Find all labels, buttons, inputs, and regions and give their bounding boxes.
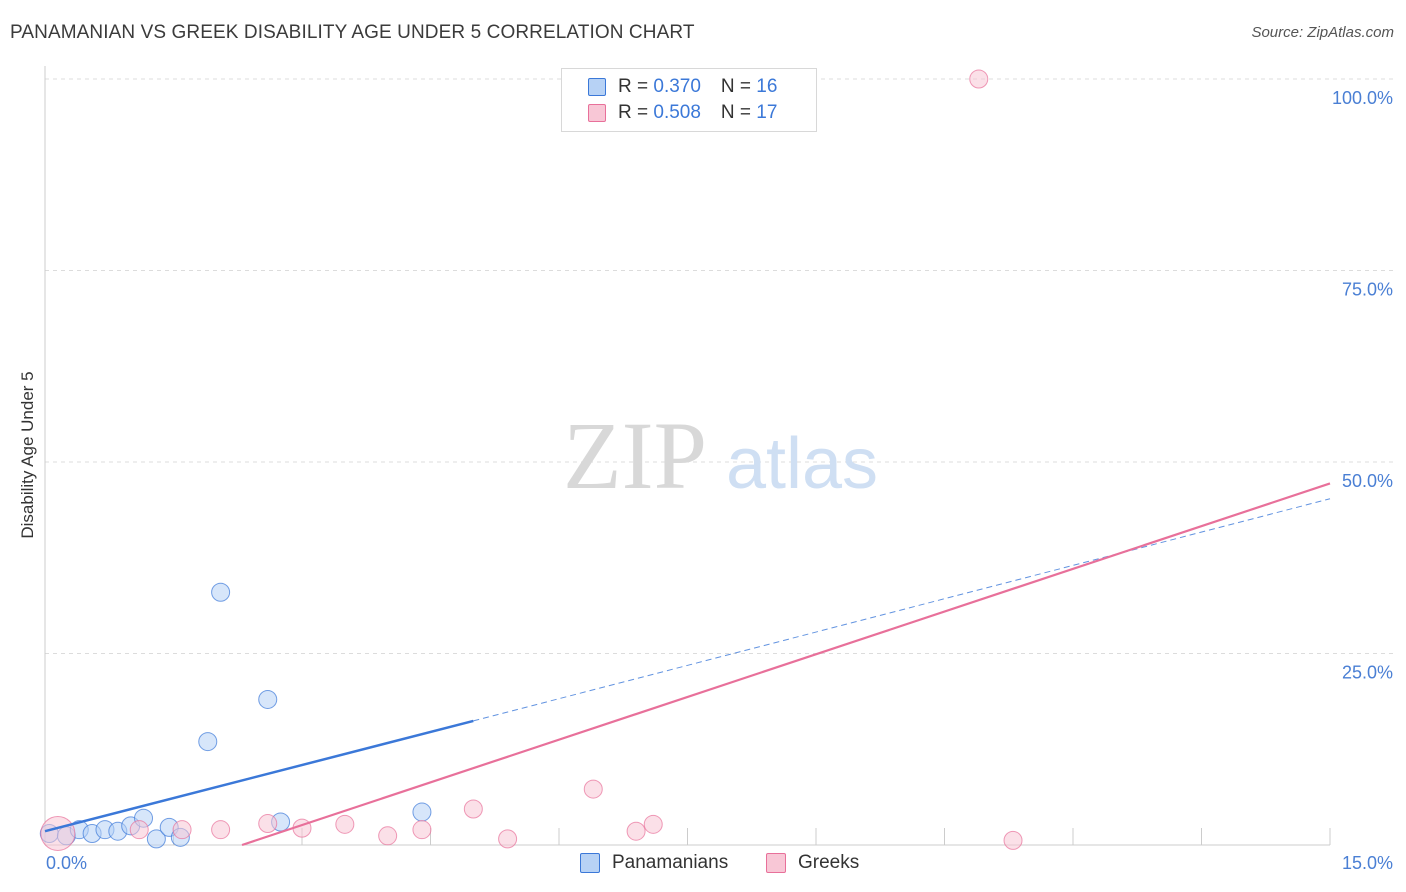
legend-label: Greeks [798, 852, 860, 873]
x-tick-label: 15.0% [1342, 853, 1393, 873]
greek-point [378, 826, 398, 846]
panamanian-point [412, 802, 432, 822]
panamanian-point [211, 582, 231, 602]
stats-legend-row-panamanians: R = 0.370 N = 16 [588, 75, 777, 99]
greek-point [412, 820, 432, 840]
greek-point [258, 814, 278, 834]
watermark: ZIP atlas [563, 402, 878, 509]
stats-legend: R = 0.370 N = 16 R = 0.508 N = 17 [561, 68, 817, 132]
source-label: Source: ZipAtlas.com [1251, 24, 1394, 41]
chart-title: PANAMANIAN VS GREEK DISABILITY AGE UNDER… [10, 22, 695, 43]
trend-lines [44, 482, 1331, 847]
n-label: N = [720, 102, 757, 123]
r-value: 0.370 [653, 76, 701, 97]
legend-label: Panamanians [612, 852, 729, 873]
greek-point [172, 820, 192, 840]
greek-point [626, 821, 646, 841]
grid-lines [45, 78, 1395, 654]
r-label: R = [618, 76, 654, 97]
blue-swatch [588, 78, 606, 96]
greek-point [583, 779, 603, 799]
data-points [39, 69, 1023, 852]
greek-point [335, 814, 355, 834]
panamanian-trend-extension [473, 498, 1331, 722]
greek-point [211, 820, 231, 840]
y-tick-label: 100.0% [1332, 88, 1393, 108]
greek-point [463, 799, 483, 819]
y-tick-label: 75.0% [1342, 280, 1393, 300]
panamanian-point [146, 829, 166, 849]
y-tick-label: 25.0% [1342, 663, 1393, 683]
greek-point [969, 69, 989, 89]
legend-swatch-blue [580, 853, 600, 873]
greek-point [40, 816, 76, 852]
legend-item-panamanians[interactable]: Panamanians [580, 852, 728, 874]
series-legend: Panamanians Greeks [0, 852, 1406, 876]
n-label: N = [720, 76, 757, 97]
n-value: 16 [756, 76, 778, 97]
legend-item-greeks[interactable]: Greeks [766, 852, 859, 874]
n-value: 17 [756, 102, 778, 123]
r-label: R = [618, 102, 654, 123]
greek-point [129, 820, 149, 840]
greek-trend-line [241, 482, 1331, 847]
stats-legend-row-greeks: R = 0.508 N = 17 [588, 101, 777, 125]
watermark-zip: ZIP [563, 402, 707, 509]
watermark-atlas: atlas [726, 424, 878, 504]
tick-labels: 25.0% 50.0% 75.0% 100.0% 0.0% 15.0% [46, 88, 1393, 873]
greek-point [498, 829, 518, 849]
panamanian-point [258, 689, 278, 709]
panamanian-point [198, 732, 218, 752]
legend-swatch-pink [766, 853, 786, 873]
x-tick-label: 0.0% [46, 853, 87, 873]
r-value: 0.508 [653, 102, 701, 123]
y-tick-label: 50.0% [1342, 471, 1393, 491]
greek-point [1003, 830, 1023, 850]
panamanian-trend-line [44, 719, 474, 833]
greek-point [643, 814, 663, 834]
pink-swatch [588, 104, 606, 122]
